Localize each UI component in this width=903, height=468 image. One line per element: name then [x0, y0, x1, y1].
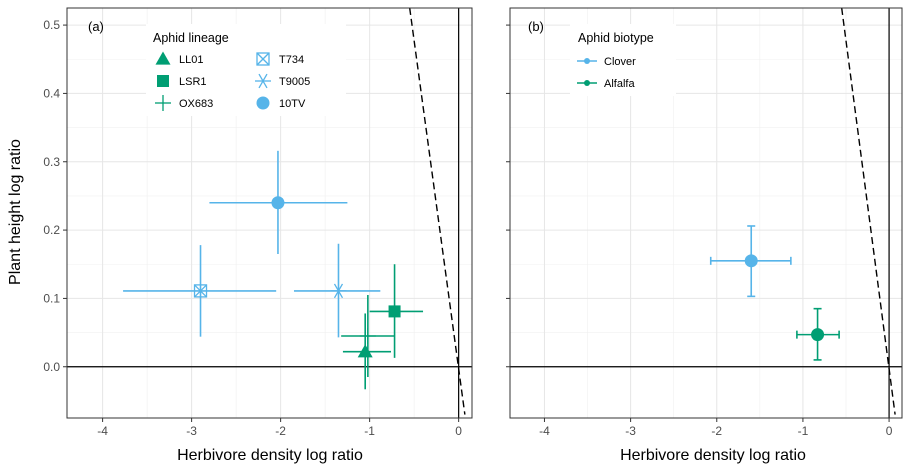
panel-b-reference-lines [510, 7, 902, 418]
legend-a-item-ox683: OX683 [155, 95, 213, 111]
point-clover-marker [744, 254, 758, 268]
point-10tv [209, 150, 348, 254]
legend-a-item-10tv: 10TV [256, 96, 306, 110]
panel-a-ticks: -4 -3 -2 -1 0 0.0 0.1 0.2 0.3 0.4 0.5 [43, 18, 462, 438]
legend-a-item-lsr1: LSR1 [157, 75, 207, 88]
point-t9005 [293, 243, 381, 338]
point-lsr1-marker-shape [388, 305, 401, 318]
dashed-reference-line [840, 7, 896, 415]
x-tick-label-3: -1 [364, 424, 375, 438]
legend-a-item-10tv-label: 10TV [279, 98, 306, 110]
y-tick-label-0: 0.0 [43, 360, 60, 374]
point-ll01 [342, 313, 391, 390]
legend-a-background [146, 24, 346, 116]
panel-a-x-axis-title: Herbivore density log ratio [177, 447, 363, 464]
panel-a-y-axis-title: Plant height log ratio [7, 139, 24, 285]
y-tick-label-1: 0.1 [43, 291, 60, 305]
panel-b-x-axis-title: Herbivore density log ratio [620, 447, 806, 464]
panel-a-marks [123, 150, 424, 390]
legend-a-item-t9005-key-a3 [258, 73, 268, 89]
legend-a-item-t9005-label: T9005 [279, 76, 310, 88]
legend-a-item-ox683-key [155, 95, 171, 111]
legend-b-item-alfalfa-label: Alfalfa [604, 78, 635, 90]
legend-b-item-clover-key-dot [584, 58, 590, 64]
y-tick-label-4: 0.4 [43, 86, 60, 100]
x-tick-label-4: 0 [455, 424, 462, 438]
y-tick-label-5: 0.5 [43, 18, 60, 32]
legend-a-item-10tv-key [256, 96, 270, 110]
legend-a-item-t9005-key [255, 73, 271, 89]
point-t734-marker-box [193, 284, 208, 298]
y-tick-label-3: 0.3 [43, 155, 60, 169]
point-alfalfa-marker [811, 328, 825, 342]
point-clover [709, 225, 792, 298]
panel-b-border [509, 7, 903, 419]
point-alfalfa [796, 307, 840, 361]
legend-b-item-clover-label: Clover [604, 56, 636, 68]
point-alfalfa-marker-shape [811, 328, 825, 342]
legend-a-item-t734-key-d2 [256, 52, 270, 66]
x-tick-label-0: -4 [97, 424, 108, 438]
point-t9005-marker-a3 [333, 283, 344, 299]
x-tick-label-1: -3 [186, 424, 197, 438]
point-ox683 [341, 295, 395, 377]
point-clover-marker-shape [744, 254, 758, 268]
dashed-reference-line [408, 7, 466, 415]
legend-a-item-10tv-key-shape [256, 96, 270, 110]
legend-a-title: Aphid lineage [153, 31, 229, 45]
legend-b-items: Clover Alfalfa [577, 56, 636, 90]
legend-a-item-ox683-label: OX683 [179, 98, 213, 110]
panel-a: -4 -3 -2 -1 0 0.0 0.1 0.2 0.3 0.4 0.5 (a) Aphid li… [7, 7, 473, 464]
x-tick-label-0: -4 [539, 424, 550, 438]
point-t734-marker-d2 [194, 284, 207, 298]
point-t9005-marker [330, 283, 347, 299]
point-ll01-marker [357, 344, 373, 358]
x-tick-label-2: -2 [711, 424, 722, 438]
x-tick-label-1: -3 [625, 424, 636, 438]
point-lsr1-marker [388, 305, 401, 318]
legend-a-item-t734: T734 [256, 52, 304, 66]
point-t734 [123, 245, 277, 337]
panel-b-marks [709, 225, 840, 361]
x-tick-label-3: -1 [798, 424, 809, 438]
y-tick-label-2: 0.2 [43, 223, 60, 237]
point-ll01-marker-shape [357, 344, 373, 358]
point-ox683-marker [359, 328, 376, 344]
x-tick-label-2: -2 [275, 424, 286, 438]
legend-a-items: LL01 LSR1 OX683 T734 T9005 10TV [155, 51, 310, 111]
panel-a-reference-lines [67, 7, 472, 418]
legend-a-item-lsr1-key-shape [157, 75, 169, 87]
legend-a-item-ll01: LL01 [155, 51, 203, 66]
point-10tv-marker [271, 196, 285, 210]
panel-a-border [66, 7, 473, 419]
panel-a-label: (a) [88, 19, 104, 34]
legend-a-item-t9005: T9005 [255, 73, 310, 89]
legend-a: Aphid lineage LL01 LSR1 OX683 T734 T9005 10TV [146, 24, 346, 116]
legend-a-item-lsr1-label: LSR1 [179, 76, 207, 88]
legend-a-item-t734-key-box [256, 52, 270, 66]
legend-a-item-t734-key [256, 52, 270, 66]
legend-b: Aphid biotype Clover Alfalfa [570, 24, 676, 96]
point-10tv-marker-shape [271, 196, 285, 210]
panel-b-background [510, 8, 903, 418]
legend-a-item-lsr1-key [157, 75, 169, 87]
panel-b-label: (b) [528, 19, 544, 34]
legend-a-item-ll01-key-shape [155, 51, 171, 65]
point-lsr1 [369, 264, 424, 358]
legend-b-item-clover: Clover [577, 56, 636, 68]
x-tick-label-4: 0 [886, 424, 893, 438]
legend-a-item-ll01-key [155, 51, 171, 65]
panel-b-ticks: -4 -3 -2 -1 0 [506, 24, 893, 438]
legend-b-item-alfalfa: Alfalfa [577, 78, 635, 90]
legend-b-title: Aphid biotype [578, 31, 654, 45]
panel-b: -4 -3 -2 -1 0 (b) Aphid biotype Clover Alfalf… [506, 7, 903, 464]
legend-a-item-ll01-label: LL01 [179, 54, 203, 66]
legend-a-item-t734-label: T734 [279, 54, 304, 66]
point-t734-marker [193, 284, 208, 298]
legend-b-item-alfalfa-key-dot [584, 80, 590, 86]
